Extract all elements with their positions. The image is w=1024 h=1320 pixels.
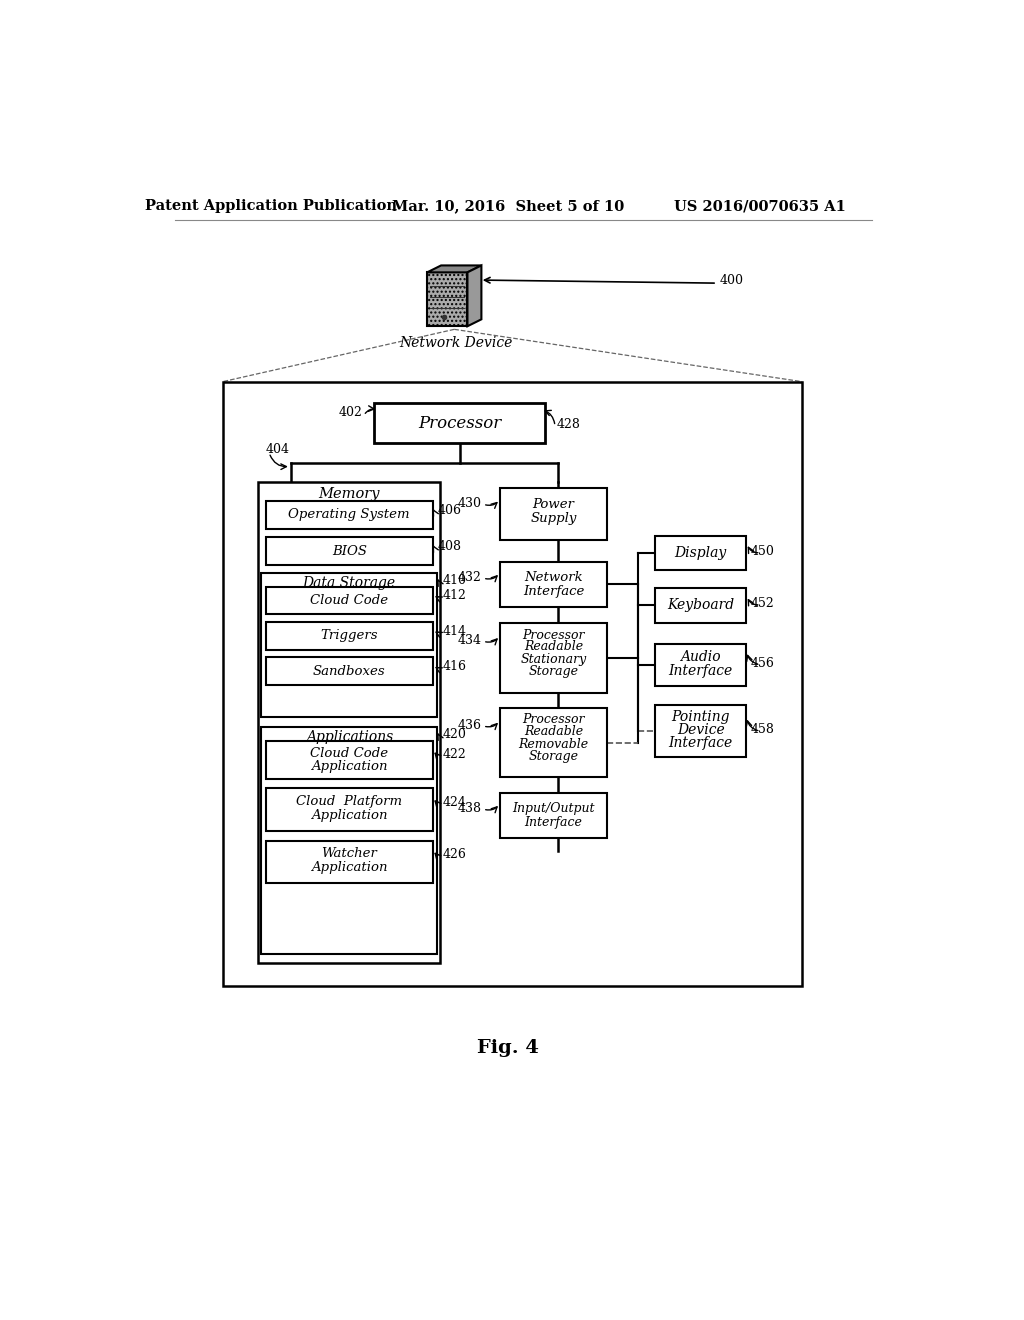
Text: Removable: Removable: [518, 738, 589, 751]
FancyBboxPatch shape: [222, 381, 802, 986]
FancyBboxPatch shape: [266, 788, 432, 830]
Text: Network Device: Network Device: [399, 337, 513, 350]
Text: 420: 420: [442, 727, 467, 741]
Text: Keyboard: Keyboard: [668, 598, 734, 612]
Text: Watcher: Watcher: [322, 847, 377, 861]
Text: Interface: Interface: [524, 816, 583, 829]
FancyBboxPatch shape: [655, 705, 746, 758]
Text: BIOS: BIOS: [332, 545, 367, 557]
Text: Operating System: Operating System: [289, 508, 410, 521]
FancyBboxPatch shape: [500, 488, 607, 540]
Text: Application: Application: [311, 809, 387, 822]
Text: 404: 404: [266, 444, 290, 455]
Text: Supply: Supply: [530, 512, 577, 525]
Text: 414: 414: [442, 624, 467, 638]
Polygon shape: [427, 272, 467, 326]
Text: Pointing: Pointing: [672, 710, 730, 723]
Text: Applications: Applications: [305, 730, 393, 744]
Text: 434: 434: [458, 634, 481, 647]
Text: Storage: Storage: [528, 750, 579, 763]
Text: 416: 416: [442, 660, 467, 673]
Text: Cloud  Platform: Cloud Platform: [296, 795, 402, 808]
Text: Storage: Storage: [528, 665, 579, 678]
FancyBboxPatch shape: [500, 562, 607, 607]
FancyBboxPatch shape: [261, 573, 437, 718]
Text: 432: 432: [458, 570, 481, 583]
Text: Application: Application: [311, 760, 387, 774]
Text: 452: 452: [751, 598, 774, 610]
Text: 450: 450: [751, 545, 774, 558]
Text: Readable: Readable: [524, 725, 583, 738]
Text: Network: Network: [524, 570, 583, 583]
Text: 400: 400: [719, 273, 743, 286]
Text: Memory: Memory: [318, 487, 380, 502]
Text: 458: 458: [751, 723, 774, 737]
FancyBboxPatch shape: [266, 657, 432, 685]
Text: 428: 428: [557, 417, 581, 430]
Text: Sandboxes: Sandboxes: [313, 665, 386, 677]
Text: 412: 412: [442, 589, 467, 602]
Text: Processor: Processor: [522, 628, 585, 642]
Text: 438: 438: [458, 801, 481, 814]
Polygon shape: [467, 265, 481, 326]
FancyBboxPatch shape: [266, 741, 432, 779]
FancyBboxPatch shape: [266, 622, 432, 649]
FancyBboxPatch shape: [266, 586, 432, 614]
FancyBboxPatch shape: [266, 502, 432, 529]
Text: Fig. 4: Fig. 4: [477, 1039, 539, 1057]
Text: Power: Power: [532, 499, 574, 511]
FancyBboxPatch shape: [655, 589, 746, 623]
Text: Audio: Audio: [680, 651, 721, 664]
Text: Interface: Interface: [669, 664, 733, 678]
Polygon shape: [427, 265, 481, 272]
Text: Display: Display: [675, 546, 727, 560]
Text: 406: 406: [438, 504, 462, 517]
Text: 436: 436: [458, 718, 481, 731]
Text: Processor: Processor: [522, 713, 585, 726]
Text: 410: 410: [442, 574, 467, 587]
FancyBboxPatch shape: [266, 537, 432, 565]
Text: US 2016/0070635 A1: US 2016/0070635 A1: [674, 199, 846, 213]
FancyBboxPatch shape: [258, 482, 440, 964]
Text: Application: Application: [311, 861, 387, 874]
FancyBboxPatch shape: [261, 726, 437, 954]
Text: Processor: Processor: [418, 414, 502, 432]
Text: 426: 426: [442, 847, 467, 861]
Text: Patent Application Publication: Patent Application Publication: [145, 199, 397, 213]
FancyBboxPatch shape: [266, 841, 432, 883]
FancyBboxPatch shape: [500, 793, 607, 837]
FancyBboxPatch shape: [500, 708, 607, 777]
Text: Stationary: Stationary: [520, 653, 587, 667]
Text: Cloud Code: Cloud Code: [310, 747, 388, 760]
FancyBboxPatch shape: [375, 404, 545, 444]
Text: Readable: Readable: [524, 640, 583, 653]
Text: Device: Device: [677, 723, 725, 737]
Text: Cloud Code: Cloud Code: [310, 594, 388, 607]
Text: 422: 422: [442, 748, 466, 760]
Text: Mar. 10, 2016  Sheet 5 of 10: Mar. 10, 2016 Sheet 5 of 10: [391, 199, 624, 213]
Text: 430: 430: [458, 496, 481, 510]
Text: 408: 408: [438, 540, 462, 553]
Text: 402: 402: [338, 407, 362, 418]
FancyBboxPatch shape: [500, 623, 607, 693]
Text: Interface: Interface: [523, 585, 584, 598]
FancyBboxPatch shape: [655, 536, 746, 570]
Text: Triggers: Triggers: [321, 630, 378, 643]
Text: Interface: Interface: [669, 735, 733, 750]
Text: Input/Output: Input/Output: [512, 801, 595, 814]
FancyBboxPatch shape: [655, 644, 746, 686]
Text: 456: 456: [751, 656, 774, 669]
Text: 424: 424: [442, 796, 467, 809]
Text: Data Storage: Data Storage: [303, 577, 396, 590]
